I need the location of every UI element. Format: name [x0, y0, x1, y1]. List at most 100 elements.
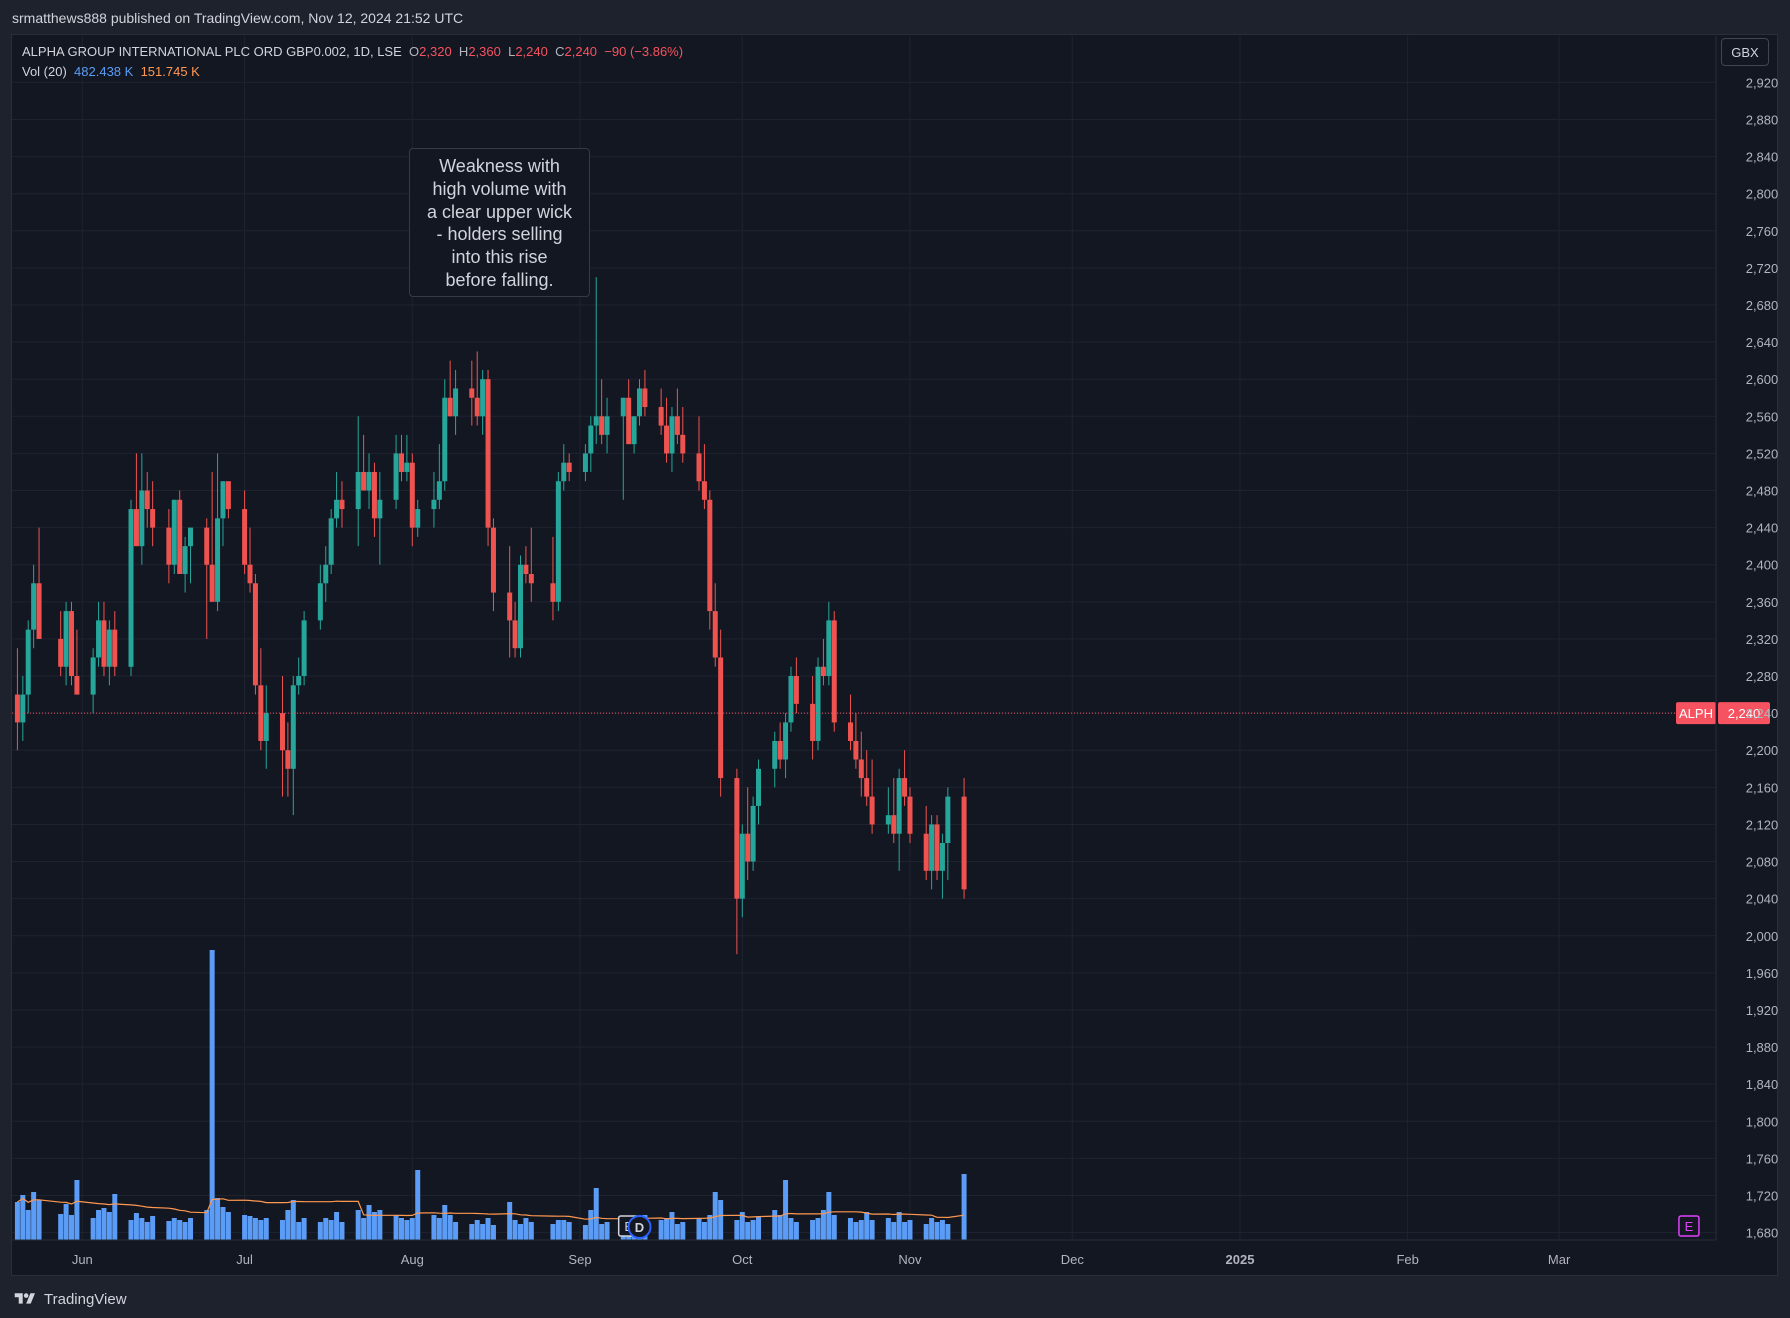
currency-button[interactable]: GBX — [1721, 38, 1769, 66]
candle[interactable] — [642, 369, 648, 417]
candle[interactable] — [258, 648, 264, 751]
candle[interactable] — [442, 379, 448, 491]
candle[interactable] — [144, 471, 150, 528]
candle[interactable] — [896, 768, 902, 871]
candle[interactable] — [631, 416, 637, 454]
candle[interactable] — [415, 499, 421, 537]
candle[interactable] — [150, 481, 156, 547]
candle[interactable] — [90, 648, 96, 714]
candle[interactable] — [328, 509, 334, 574]
candle[interactable] — [593, 277, 599, 445]
candle[interactable] — [301, 611, 307, 686]
candle[interactable] — [366, 453, 372, 510]
candle[interactable] — [756, 759, 762, 825]
candle[interactable] — [469, 360, 475, 426]
candle[interactable] — [290, 676, 296, 816]
candle[interactable] — [63, 601, 69, 686]
event-markers[interactable]: EDE — [617, 1215, 1700, 1239]
candle[interactable] — [620, 397, 626, 500]
candle[interactable] — [555, 471, 561, 612]
candle[interactable] — [815, 657, 821, 751]
candle[interactable] — [934, 815, 940, 881]
candle[interactable] — [177, 490, 183, 574]
candle[interactable] — [712, 583, 718, 667]
candle[interactable] — [285, 722, 291, 797]
candle[interactable] — [106, 620, 112, 686]
candle[interactable] — [490, 518, 496, 612]
candle[interactable] — [209, 471, 215, 602]
candle[interactable] — [929, 815, 935, 890]
candle[interactable] — [939, 833, 945, 899]
candle[interactable] — [139, 453, 145, 565]
candle[interactable] — [296, 657, 302, 695]
candle[interactable] — [279, 676, 285, 797]
candle[interactable] — [582, 444, 588, 482]
candle[interactable] — [404, 434, 410, 482]
candle[interactable] — [750, 796, 756, 871]
candle[interactable] — [101, 601, 107, 677]
candle[interactable] — [517, 555, 523, 658]
candle[interactable] — [885, 787, 891, 834]
candle[interactable] — [393, 434, 399, 510]
candle[interactable] — [204, 518, 210, 639]
candle[interactable] — [561, 444, 567, 491]
candle[interactable] — [453, 369, 459, 435]
candle[interactable] — [945, 787, 951, 881]
candle[interactable] — [847, 694, 853, 751]
candle[interactable] — [252, 573, 258, 695]
candle[interactable] — [31, 564, 37, 649]
candle[interactable] — [669, 407, 675, 472]
candle[interactable] — [25, 620, 31, 714]
candle[interactable] — [793, 657, 799, 714]
candle[interactable] — [858, 731, 864, 797]
candle[interactable] — [263, 685, 269, 769]
candle[interactable] — [696, 416, 702, 491]
candle[interactable] — [188, 527, 194, 584]
candle[interactable] — [783, 713, 789, 779]
candle[interactable] — [961, 778, 967, 899]
candle[interactable] — [166, 509, 172, 584]
candle[interactable] — [447, 360, 453, 417]
candle[interactable] — [604, 397, 610, 454]
candle[interactable] — [853, 713, 859, 769]
candle[interactable] — [242, 490, 248, 574]
candle[interactable] — [550, 536, 556, 621]
candle[interactable] — [745, 787, 751, 881]
volume-label[interactable]: Vol (20) — [22, 64, 67, 79]
candle[interactable] — [523, 546, 529, 584]
candle[interactable] — [599, 379, 605, 445]
candle[interactable] — [626, 379, 632, 445]
candle[interactable] — [826, 601, 832, 686]
candle[interactable] — [74, 629, 80, 695]
candle[interactable] — [220, 481, 226, 547]
candle[interactable] — [772, 731, 778, 788]
candle[interactable] — [225, 481, 231, 519]
candle[interactable] — [474, 351, 480, 426]
candle[interactable] — [128, 499, 134, 677]
candle[interactable] — [588, 416, 594, 472]
candle[interactable] — [566, 453, 572, 482]
candle[interactable] — [480, 369, 486, 435]
candle[interactable] — [431, 471, 437, 528]
candle[interactable] — [674, 388, 680, 445]
candle[interactable] — [707, 490, 713, 630]
candle[interactable] — [869, 759, 875, 834]
candle[interactable] — [777, 722, 783, 769]
tradingview-logo[interactable]: TradingView — [12, 1288, 127, 1310]
candle[interactable] — [171, 499, 177, 574]
candle[interactable] — [96, 601, 102, 667]
candle[interactable] — [409, 453, 415, 547]
candle[interactable] — [891, 778, 897, 843]
candle[interactable] — [112, 611, 118, 677]
candle[interactable] — [831, 611, 837, 732]
symbol-description[interactable]: ALPHA GROUP INTERNATIONAL PLC ORD GBP0.0… — [22, 44, 402, 59]
candle[interactable] — [355, 416, 361, 547]
dividend-marker-icon[interactable] — [627, 1215, 652, 1239]
candle[interactable] — [317, 564, 323, 630]
candle[interactable] — [133, 453, 139, 547]
candle[interactable] — [377, 471, 383, 565]
candle[interactable] — [485, 369, 491, 547]
candle[interactable] — [810, 676, 816, 760]
candle[interactable] — [334, 471, 340, 528]
